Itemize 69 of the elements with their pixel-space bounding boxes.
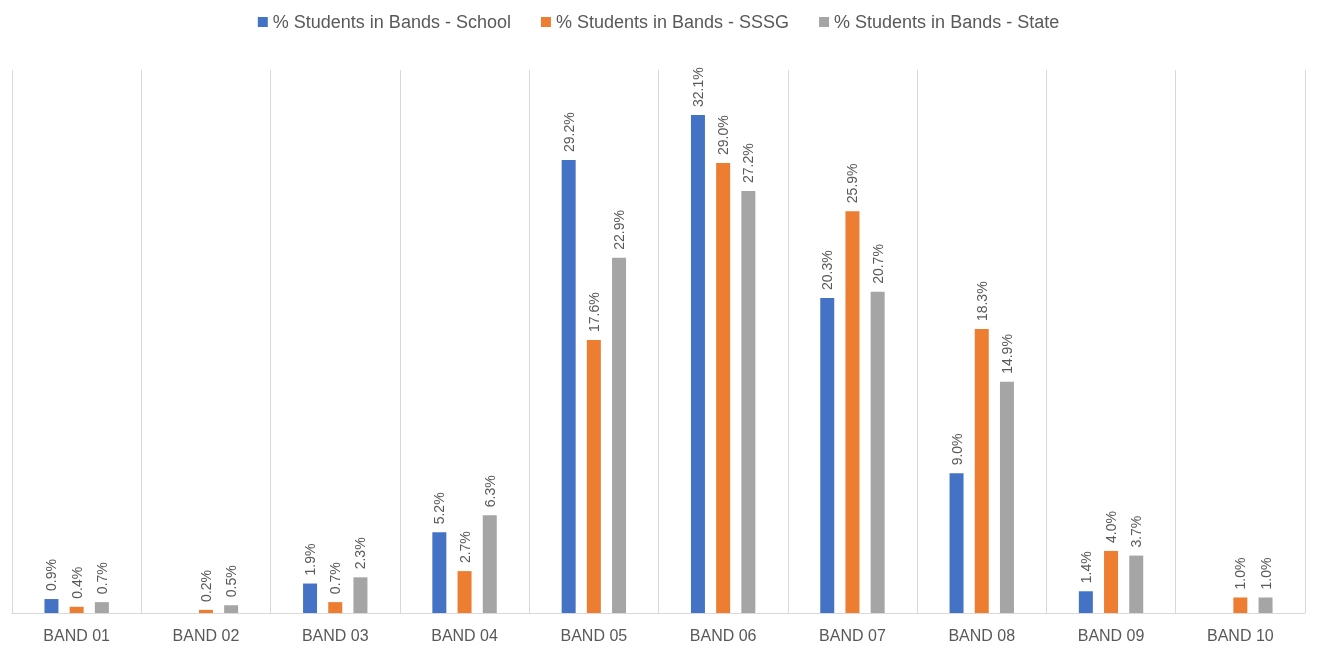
data-label: 1.9%: [302, 543, 319, 576]
data-label: 20.3%: [819, 250, 836, 291]
bar: [612, 257, 627, 613]
x-tick-label: BAND 05: [560, 626, 628, 644]
data-label: 5.2%: [431, 492, 448, 525]
bar: [1104, 550, 1119, 613]
bar: [820, 298, 835, 613]
bar: [949, 473, 964, 613]
bar: [482, 515, 497, 613]
bar: [198, 609, 213, 613]
bar: [94, 602, 109, 613]
data-label: 1.0%: [1257, 557, 1274, 590]
bar: [561, 159, 576, 613]
bar: [999, 381, 1014, 613]
bar: [69, 606, 84, 613]
bar: [432, 532, 447, 613]
x-tick-label: BAND 10: [1207, 626, 1274, 644]
x-tick-label: BAND 01: [43, 626, 111, 644]
data-label: 14.9%: [998, 334, 1015, 374]
data-label: 20.7%: [869, 244, 886, 284]
data-label: 6.3%: [481, 475, 498, 508]
bar: [353, 577, 368, 613]
bar: [1078, 591, 1093, 613]
bar: [224, 605, 239, 613]
data-label: 9.0%: [948, 433, 965, 466]
bar: [716, 163, 731, 613]
data-label: 22.9%: [611, 210, 628, 250]
data-label: 4.0%: [1103, 511, 1120, 543]
bar: [303, 583, 318, 613]
data-label: 32.1%: [689, 67, 706, 107]
x-tick-label: BAND 04: [431, 626, 498, 644]
data-label: 3.7%: [1128, 515, 1145, 548]
data-label: 27.2%: [740, 143, 757, 184]
data-label: 29.0%: [715, 115, 732, 156]
bar: [741, 191, 756, 613]
x-tick-label: BAND 03: [301, 626, 369, 644]
data-label: 1.0%: [1232, 557, 1249, 590]
data-label: 17.6%: [585, 292, 602, 332]
bar: [870, 291, 885, 613]
data-label: 0.2%: [197, 569, 214, 602]
bar: [44, 599, 59, 613]
x-tick-label: BAND 07: [819, 626, 886, 644]
bar: [1129, 555, 1144, 613]
x-tick-label: BAND 08: [948, 626, 1016, 644]
x-tick-label: BAND 06: [689, 626, 757, 644]
data-label: 2.7%: [456, 531, 473, 564]
data-label: 1.4%: [1077, 551, 1094, 584]
bar: [328, 602, 343, 613]
data-label: 29.2%: [560, 112, 577, 152]
legend-label: % Students in Bands - School: [272, 12, 511, 32]
bar: [845, 211, 860, 613]
x-tick-label: BAND 02: [172, 626, 240, 644]
data-label: 18.3%: [973, 281, 990, 322]
legend-label: % Students in Bands - SSSG: [555, 12, 790, 32]
bar: [586, 339, 601, 613]
bar: [457, 571, 472, 613]
data-label: 25.9%: [844, 163, 861, 204]
bar: [690, 114, 705, 613]
bar: [974, 329, 989, 613]
x-tick-label: BAND 09: [1077, 626, 1145, 644]
bar: [1258, 597, 1273, 613]
data-label: 0.7%: [93, 562, 110, 595]
legend-label: % Students in Bands - State: [834, 12, 1060, 32]
data-label: 0.9%: [43, 559, 60, 592]
data-label: 0.4%: [68, 566, 85, 599]
data-label: 2.3%: [352, 537, 369, 570]
bar: [1233, 597, 1248, 613]
data-label: 0.5%: [223, 565, 240, 598]
data-label: 0.7%: [327, 562, 344, 595]
